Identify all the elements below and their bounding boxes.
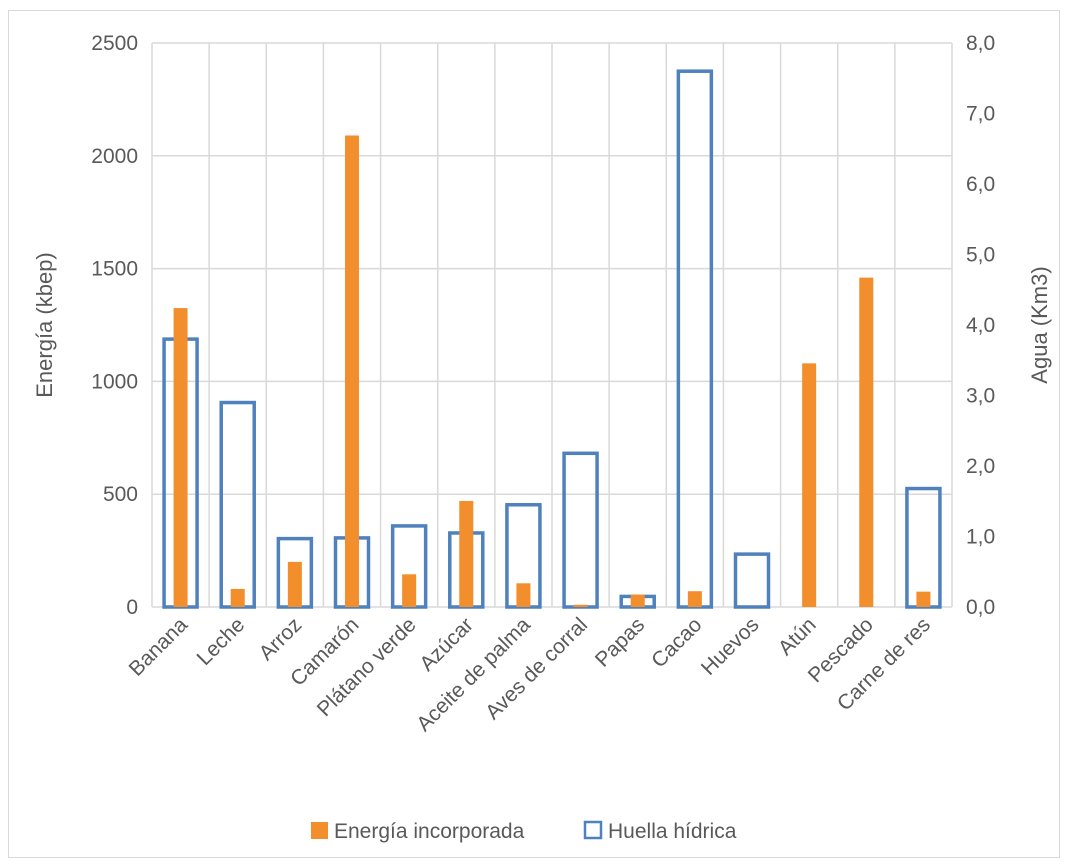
y2-tick-label: 6,0 (966, 173, 995, 196)
y2-tick-label: 1,0 (966, 526, 995, 549)
bar-energia-9 (687, 591, 702, 607)
bar-energia-2 (287, 561, 302, 607)
y-tick-label: 0 (126, 596, 138, 619)
y-tick-label: 1000 (91, 370, 138, 393)
y-tick-label: 500 (103, 483, 138, 506)
y2-tick-label: 2,0 (966, 455, 995, 478)
x-tick-label: Papas (591, 613, 649, 671)
bars (162, 69, 942, 609)
bar-energia-1 (230, 588, 245, 607)
bar-energia-11 (802, 363, 817, 607)
legend-swatch-energia (311, 822, 328, 839)
x-tick-label: Arroz (255, 613, 307, 665)
x-tick-label: Plátano verde (313, 613, 421, 721)
y-tick-label: 1500 (91, 258, 138, 281)
gridlines (151, 42, 953, 608)
bar-energia-13 (916, 591, 931, 607)
y2-tick-label: 5,0 (966, 244, 995, 267)
legend-label-energia: Energía incorporada (334, 820, 525, 843)
y2-tick-label: 4,0 (966, 314, 995, 337)
y-axis-ticks: 0 500 1000 1500 2000 2500 (91, 32, 138, 619)
y2-tick-label: 0,0 (966, 596, 995, 619)
y2-tick-label: 3,0 (966, 385, 995, 408)
bar-huella-13 (905, 486, 942, 609)
x-tick-label: Aves de corral (481, 613, 592, 724)
bar-energia-6 (516, 583, 531, 607)
legend-label-huella: Huella hídrica (608, 820, 737, 843)
bar-energia-0 (173, 308, 188, 607)
y-axis-title: Energía (kbep) (32, 252, 57, 398)
bar-huella-9 (676, 69, 714, 609)
y-tick-label: 2000 (91, 145, 138, 168)
y2-axis-title: Agua (Km3) (1027, 266, 1052, 383)
y2-axis-ticks: 0,0 1,0 2,0 3,0 4,0 5,0 6,0 7,0 8,0 (966, 32, 995, 619)
x-tick-label: Banana (125, 613, 193, 681)
bar-huella-1 (219, 400, 256, 609)
y-tick-label: 2500 (91, 32, 138, 55)
x-tick-label: Atún (774, 613, 821, 660)
bar-energia-3 (345, 135, 359, 607)
y2-tick-label: 8,0 (966, 32, 995, 55)
bar-huella-10 (733, 552, 771, 609)
legend: Energía incorporada Huella hídrica (311, 820, 737, 843)
bar-energia-8 (630, 594, 645, 607)
bar-energia-12 (859, 277, 874, 607)
bar-energia-5 (459, 500, 474, 607)
bar-energia-7 (573, 604, 588, 607)
x-tick-label: Leche (193, 613, 250, 670)
legend-swatch-huella (583, 820, 603, 840)
bar-energia-4 (402, 574, 417, 607)
x-tick-label: Huevos (697, 613, 764, 680)
bar-huella-7 (562, 451, 599, 609)
y2-tick-label: 7,0 (966, 103, 995, 126)
